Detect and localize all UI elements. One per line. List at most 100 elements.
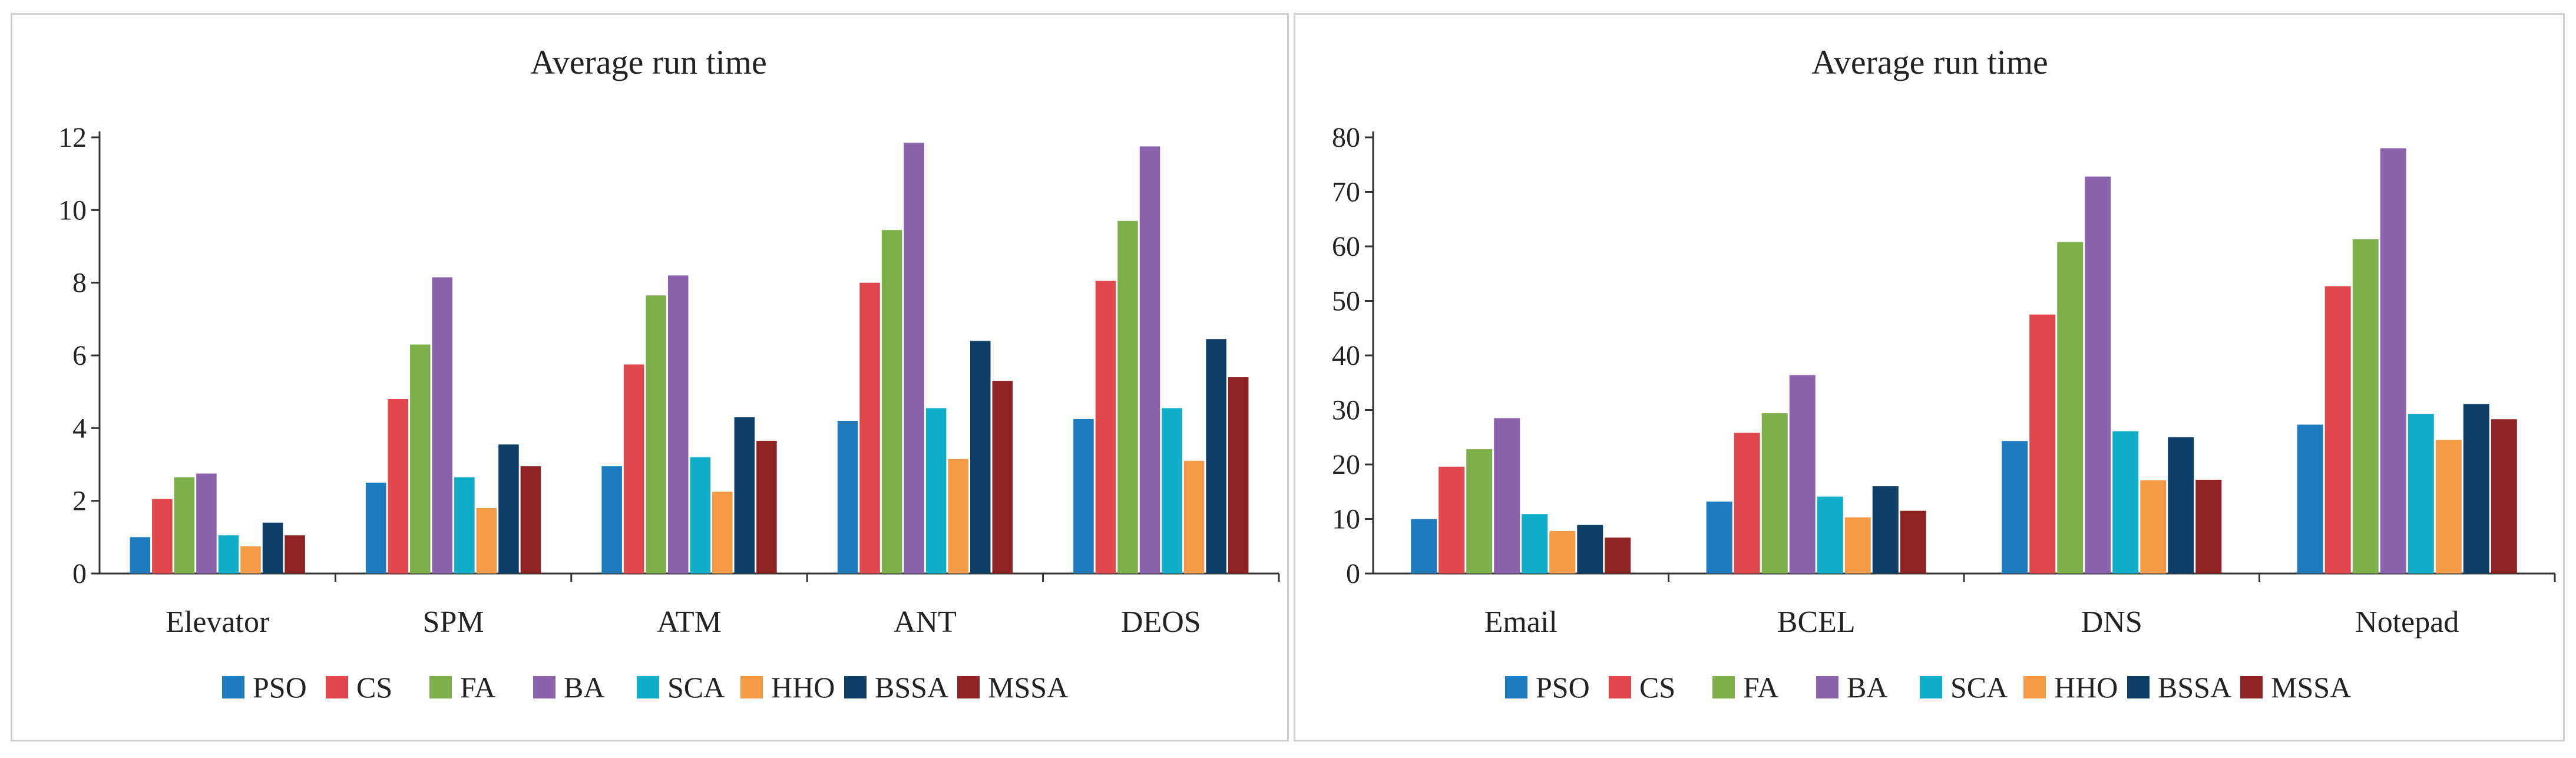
- legend-swatch-sca: [1920, 676, 1942, 698]
- bar-sca-atm: [690, 457, 711, 574]
- legend-swatch-sca: [637, 676, 659, 698]
- bar-sca-notepad: [2408, 413, 2434, 574]
- legend-label-pso: PSO: [1536, 671, 1590, 704]
- category-label-notepad: Notepad: [2355, 605, 2459, 639]
- bar-fa-email: [1466, 449, 1493, 574]
- legend-label-sca: SCA: [1950, 671, 2008, 704]
- legend-label-cs: CS: [356, 671, 392, 704]
- bar-bssa-elevator: [262, 522, 283, 574]
- legend-label-fa: FA: [1743, 671, 1778, 704]
- bar-fa-bcel: [1761, 413, 1788, 574]
- legend-swatch-pso: [1505, 676, 1527, 698]
- bar-cs-ant: [859, 282, 880, 574]
- bar-fa-notepad: [2352, 239, 2379, 574]
- y-tick-label: 70: [1332, 177, 1360, 208]
- legend-swatch-ba: [533, 676, 555, 698]
- bar-hho-dns: [2140, 480, 2167, 574]
- bar-hho-bcel: [1844, 517, 1871, 574]
- bar-mssa-dns: [2195, 479, 2222, 574]
- bar-bssa-dns: [2168, 437, 2194, 574]
- category-label-bcel: BCEL: [1777, 605, 1856, 639]
- bar-cs-notepad: [2324, 286, 2351, 574]
- bar-pso-email: [1411, 519, 1437, 574]
- bar-bssa-deos: [1206, 339, 1226, 574]
- bar-cs-dns: [2029, 314, 2056, 574]
- y-tick-label: 6: [72, 340, 87, 371]
- legend-label-fa: FA: [460, 671, 495, 704]
- category-label-dns: DNS: [2081, 605, 2142, 639]
- y-tick-label: 50: [1332, 286, 1360, 317]
- legend-swatch-mssa: [957, 676, 980, 698]
- legend-swatch-hho: [2023, 676, 2046, 698]
- bar-cs-email: [1439, 466, 1465, 574]
- bar-sca-elevator: [218, 535, 239, 574]
- y-tick-label: 2: [72, 486, 87, 517]
- legend-swatch-pso: [222, 676, 244, 698]
- bar-bssa-spm: [498, 444, 519, 574]
- legend-label-cs: CS: [1639, 671, 1675, 704]
- y-tick-label: 12: [58, 122, 87, 153]
- bar-cs-bcel: [1734, 433, 1760, 574]
- bar-mssa-ant: [992, 381, 1013, 574]
- bar-cs-atm: [623, 364, 644, 574]
- bar-ba-spm: [432, 277, 453, 574]
- bar-pso-spm: [365, 482, 386, 574]
- bar-hho-notepad: [2435, 440, 2462, 574]
- legend-swatch-mssa: [2240, 676, 2263, 698]
- bar-pso-bcel: [1706, 501, 1732, 574]
- bar-hho-elevator: [240, 546, 261, 574]
- y-tick-label: 40: [1332, 340, 1360, 371]
- bar-fa-dns: [2057, 242, 2084, 574]
- bar-ba-bcel: [1789, 375, 1816, 574]
- bar-sca-bcel: [1817, 496, 1843, 574]
- bar-sca-spm: [454, 477, 475, 574]
- bar-pso-elevator: [130, 537, 151, 574]
- bar-pso-notepad: [2297, 424, 2323, 574]
- bar-bssa-notepad: [2463, 404, 2489, 574]
- legend-swatch-cs: [326, 676, 348, 698]
- bar-mssa-email: [1605, 537, 1631, 574]
- legend-label-hho: HHO: [2054, 671, 2118, 704]
- left-chart-panel: Average run time 0 2 4 6 8 10 12 Elevator SPM ATM A…: [11, 13, 1289, 741]
- category-label-deos: DEOS: [1121, 605, 1201, 639]
- bar-mssa-spm: [520, 466, 541, 574]
- legend-label-ba: BA: [1847, 671, 1887, 704]
- y-tick-label: 80: [1332, 122, 1360, 153]
- run-time-chart-large-programs: Average run time 0 10 20 30 40 50 60 70 80 Email BC…: [1332, 43, 2556, 704]
- bar-mssa-deos: [1228, 377, 1249, 574]
- y-tick-label: 10: [1332, 504, 1360, 535]
- legend-swatch-hho: [740, 676, 763, 698]
- legend-swatch-fa: [429, 676, 452, 698]
- bar-ba-email: [1494, 418, 1520, 574]
- bar-pso-dns: [2002, 441, 2028, 574]
- bar-mssa-notepad: [2491, 419, 2517, 574]
- bar-pso-ant: [837, 421, 858, 574]
- legend-label-mssa: MSSA: [2271, 671, 2351, 704]
- bar-ba-dns: [2085, 176, 2111, 574]
- chart-title: Average run time: [1811, 43, 2048, 81]
- category-label-ant: ANT: [894, 605, 957, 639]
- bar-mssa-elevator: [285, 535, 305, 574]
- run-time-chart-small-programs: Average run time 0 2 4 6 8 10 12 Elevator SPM ATM A…: [58, 43, 1280, 704]
- bar-cs-spm: [388, 399, 409, 574]
- bar-sca-email: [1522, 514, 1548, 574]
- bar-hho-atm: [712, 492, 733, 574]
- legend-label-ba: BA: [564, 671, 604, 704]
- y-tick-label: 0: [72, 558, 87, 589]
- category-label-spm: SPM: [423, 605, 484, 639]
- y-tick-label: 10: [58, 195, 87, 226]
- bar-fa-ant: [881, 230, 902, 574]
- legend-label-mssa: MSSA: [988, 671, 1068, 704]
- category-label-elevator: Elevator: [166, 605, 269, 639]
- y-tick-label: 0: [1346, 558, 1360, 589]
- bar-mssa-bcel: [1900, 510, 1926, 574]
- bar-mssa-atm: [756, 440, 777, 574]
- legend-swatch-ba: [1816, 676, 1838, 698]
- bar-pso-atm: [601, 466, 622, 574]
- y-tick-label: 20: [1332, 449, 1360, 480]
- bar-fa-atm: [646, 295, 666, 574]
- bar-hho-spm: [476, 508, 497, 574]
- bar-sca-ant: [925, 408, 947, 574]
- chart-title: Average run time: [530, 43, 767, 81]
- bar-hho-email: [1549, 530, 1576, 574]
